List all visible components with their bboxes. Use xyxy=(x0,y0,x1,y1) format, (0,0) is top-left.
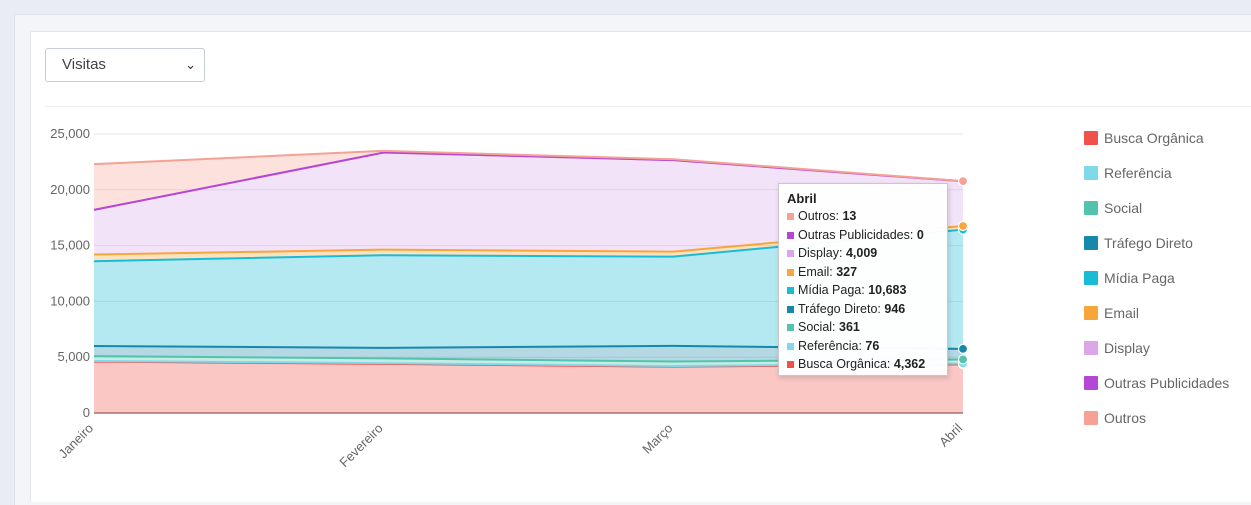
y-tick-label: 25,000 xyxy=(50,126,90,141)
tooltip-text: Outras Publicidades: 0 xyxy=(798,227,924,242)
area-outros xyxy=(94,150,963,210)
legend-swatch xyxy=(1084,271,1098,285)
legend-item[interactable]: Outros xyxy=(1084,408,1251,428)
tooltip-swatch xyxy=(787,287,794,294)
tooltip-text: Busca Orgânica: 4,362 xyxy=(798,357,926,371)
y-tick-label: 15,000 xyxy=(50,238,90,253)
chevron-down-icon: ⌄ xyxy=(185,57,196,72)
legend-item[interactable]: Display xyxy=(1084,338,1251,358)
legend-item[interactable]: Outras Publicidades xyxy=(1084,373,1251,393)
x-tick-label: Fevereiro xyxy=(336,421,385,470)
tooltip-swatch xyxy=(787,324,794,331)
legend-swatch xyxy=(1084,201,1098,215)
chart-card xyxy=(30,31,1251,502)
legend-swatch xyxy=(1084,166,1098,180)
tooltip-text: Email: 327 xyxy=(798,264,858,279)
stacked-area-chart: 0 5,000 10,000 15,000 20,000 25,000 Janeiro Fev… xyxy=(50,126,969,470)
legend-label: Mídia Paga xyxy=(1104,270,1175,286)
tooltip-swatch xyxy=(787,342,794,350)
legend-label: Busca Orgânica xyxy=(1104,130,1204,146)
tooltip-text: Social: 361 xyxy=(798,320,860,334)
metric-select[interactable]: Visitas ⌄ xyxy=(45,48,205,82)
tooltip-title: Abril xyxy=(787,191,817,206)
tooltip-swatch xyxy=(787,213,794,220)
y-tick-label: 5,000 xyxy=(57,349,90,364)
point-marker xyxy=(957,176,969,187)
legend-swatch xyxy=(1084,306,1098,320)
tooltip-swatch xyxy=(787,268,794,276)
point-marker xyxy=(957,354,969,365)
legend-swatch xyxy=(1084,236,1098,250)
area-busca-orgânica xyxy=(94,361,963,413)
x-tick-label: Março xyxy=(639,421,675,457)
chart-tooltip: Abril Outros: 13 Outras Publicidades: 0 Di… xyxy=(778,183,948,376)
tooltip-swatch xyxy=(787,361,794,368)
legend-label: Outras Publicidades xyxy=(1104,375,1230,391)
tooltip-text: Display: 4,009 xyxy=(798,246,878,260)
legend-item[interactable]: Email xyxy=(1084,303,1251,323)
area-display xyxy=(94,152,963,255)
legend-label: Tráfego Direto xyxy=(1104,235,1193,251)
legend-swatch xyxy=(1084,411,1098,425)
line-outros xyxy=(93,149,964,183)
point-marker xyxy=(957,343,969,354)
tooltip-text: Outros: 13 xyxy=(798,209,857,223)
point-marker xyxy=(957,220,969,232)
legend-label: Outros xyxy=(1104,410,1147,426)
divider xyxy=(45,106,1251,107)
legend-swatch xyxy=(1084,376,1098,390)
y-tick-label: 10,000 xyxy=(50,293,90,308)
legend-item[interactable]: Referência xyxy=(1084,163,1251,183)
area-mídia-paga xyxy=(94,229,963,349)
legend-swatch xyxy=(1084,341,1098,355)
tooltip-swatch xyxy=(787,250,794,257)
tooltip-swatch xyxy=(787,305,794,313)
legend-label: Social xyxy=(1104,200,1143,216)
tooltip-swatch xyxy=(787,231,794,239)
legend-swatch xyxy=(1084,131,1098,145)
y-tick-label: 20,000 xyxy=(50,182,90,197)
area-email xyxy=(94,226,963,262)
x-tick-label: Janeiro xyxy=(55,421,96,462)
x-tick-label: Abril xyxy=(936,420,965,449)
legend-item[interactable]: Busca Orgânica xyxy=(1084,128,1251,148)
legend-item[interactable]: Social xyxy=(1084,198,1251,218)
legend-label: Email xyxy=(1104,305,1140,321)
tooltip-text: Mídia Paga: 10,683 xyxy=(798,283,907,297)
tooltip-text: Referência: 76 xyxy=(798,338,880,353)
legend-item[interactable]: Mídia Paga xyxy=(1084,268,1251,288)
tooltip-text: Tráfego Direto: 946 xyxy=(798,301,906,316)
y-tick-label: 0 xyxy=(83,405,90,420)
legend-item[interactable]: Tráfego Direto xyxy=(1084,233,1251,253)
metric-select-value: Visitas xyxy=(62,56,106,73)
legend-label: Display xyxy=(1104,340,1150,356)
legend-label: Referência xyxy=(1104,165,1172,181)
